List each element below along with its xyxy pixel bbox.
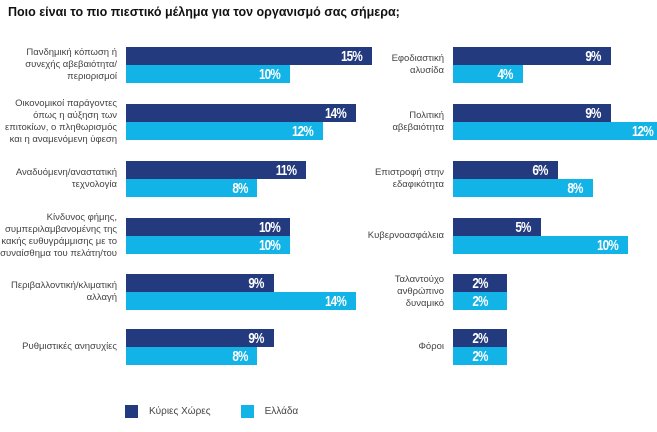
legend-swatch-greece bbox=[240, 405, 254, 418]
category-label-line: αλυσίδα bbox=[410, 65, 444, 76]
bar-value-label: 11% bbox=[275, 162, 297, 179]
bar-value-label: 10% bbox=[258, 66, 281, 83]
bar-value-label: 2% bbox=[472, 293, 488, 310]
category-label-line: Ρυθμιστικές ανησυχίες bbox=[22, 341, 117, 352]
bar-greece: 8% bbox=[126, 179, 258, 197]
bar-greece: 12% bbox=[453, 122, 657, 140]
category-label-line: όπως η αύξηση των bbox=[33, 110, 117, 121]
bar-main-countries: 5% bbox=[453, 218, 541, 236]
category-label-line: Επιστροφή στην bbox=[374, 167, 444, 178]
bar-greece: 12% bbox=[126, 122, 323, 140]
category-label-line: Αναδυόμενη/αναστατική bbox=[15, 167, 117, 178]
bar-value-label: 10% bbox=[258, 219, 281, 236]
bar-main-countries: 9% bbox=[126, 329, 274, 347]
bar-value-label: 5% bbox=[515, 219, 531, 236]
category-label: Πανδημική κόπωση ή συνεχής αβεβαιότητα/πε… bbox=[0, 47, 117, 83]
category-label-line: Εφοδιαστική bbox=[391, 53, 444, 64]
bar-value-label: 14% bbox=[324, 105, 347, 122]
category-label-line: Κίνδυνος φήμης, bbox=[46, 212, 117, 223]
bar-main-countries: 2% bbox=[453, 329, 507, 347]
bar-main-countries: 9% bbox=[453, 104, 611, 122]
legend-swatch-main-countries bbox=[125, 405, 138, 418]
category-label: Πολιτική αβεβαιότητα bbox=[304, 110, 444, 134]
bar-main-countries: 2% bbox=[453, 274, 507, 292]
bar-value-label: 10% bbox=[596, 237, 619, 254]
category-label: Ταλαντούχο ανθρώπινο δυναμικό bbox=[304, 274, 444, 310]
bar-value-label: 2% bbox=[472, 348, 488, 365]
bar-value-label: 4% bbox=[497, 66, 514, 83]
legend-label-main-countries: Κύριες Χώρες bbox=[149, 406, 211, 417]
legend-item-main-countries: Κύριες Χώρες bbox=[125, 405, 211, 418]
bar-value-label: 9% bbox=[248, 275, 264, 292]
category-label-line: Οικονομικοί παράγοντες bbox=[15, 98, 117, 109]
category-label: Περιβαλλοντική/κλιματική αλλαγή bbox=[0, 280, 117, 304]
bar-value-label: 2% bbox=[472, 330, 488, 347]
legend: Κύριες Χώρες Ελλάδα bbox=[125, 405, 328, 418]
category-label-line: εδαφικότητα bbox=[392, 179, 444, 190]
category-label: Φόροι bbox=[304, 341, 444, 353]
category-label-line: επιτοκίων, ο πληθωρισμός bbox=[4, 122, 117, 133]
category-label-line: τεχνολογία bbox=[71, 179, 117, 190]
category-label-line: δυναμικό bbox=[405, 298, 444, 309]
bar-greece: 14% bbox=[126, 292, 356, 310]
category-label-line: Κυβερνοασφάλεια bbox=[367, 230, 444, 241]
category-label: Ρυθμιστικές ανησυχίες bbox=[0, 341, 117, 353]
category-label-line: κακής ευθυγράμμισης με το bbox=[1, 236, 117, 247]
chart-title: Ποιο είναι το πιο πιεστικό μέλημα για το… bbox=[8, 5, 400, 19]
category-label: Οικονομικοί παράγοντες όπως η αύξηση των ε… bbox=[0, 98, 117, 146]
bar-main-countries: 15% bbox=[126, 47, 372, 65]
category-label-line: περιορισμοί bbox=[67, 71, 117, 82]
category-label-line: Πολιτική bbox=[409, 110, 444, 121]
bar-greece: 2% bbox=[453, 347, 507, 365]
category-label-line: συναίσθημα του πελάτη/του bbox=[0, 248, 117, 259]
category-label: Αναδυόμενη/αναστατική τεχνολογία bbox=[0, 167, 117, 191]
category-label: Κυβερνοασφάλεια bbox=[304, 230, 444, 242]
bar-value-label: 6% bbox=[532, 162, 549, 179]
bar-greece: 10% bbox=[126, 65, 290, 83]
bar-greece: 10% bbox=[453, 236, 628, 254]
bar-main-countries: 14% bbox=[126, 104, 356, 122]
bar-main-countries: 9% bbox=[126, 274, 274, 292]
legend-label-greece: Ελλάδα bbox=[264, 406, 299, 417]
category-label-line: αλλαγή bbox=[86, 292, 117, 303]
bar-value-label: 8% bbox=[231, 348, 248, 365]
category-label: Επιστροφή στην εδαφικότητα bbox=[304, 167, 444, 191]
category-label-line: και η αναμενόμενη ύφεση bbox=[9, 134, 117, 145]
bar-value-label: 8% bbox=[231, 180, 248, 197]
bar-value-label: 10% bbox=[258, 237, 281, 254]
bar-value-label: 12% bbox=[631, 123, 654, 140]
category-label-line: Περιβαλλοντική/κλιματική bbox=[11, 280, 117, 291]
bar-greece: 2% bbox=[453, 292, 507, 310]
category-label-line: ανθρώπινο bbox=[397, 286, 444, 297]
bar-value-label: 9% bbox=[248, 330, 264, 347]
category-label-line: συμπεριλαμβανομένης της bbox=[5, 224, 117, 235]
bar-main-countries: 9% bbox=[453, 47, 611, 65]
category-label-line: Ταλαντούχο bbox=[394, 274, 444, 285]
category-label: Κίνδυνος φήμης, συμπεριλαμβανομένης της κα… bbox=[0, 212, 117, 260]
legend-item-greece: Ελλάδα bbox=[240, 405, 299, 418]
category-label-line: συνεχής αβεβαιότητα/ bbox=[25, 59, 117, 70]
bar-main-countries: 11% bbox=[126, 161, 307, 179]
bar-value-label: 14% bbox=[324, 293, 347, 310]
category-label-line: Φόροι bbox=[418, 341, 444, 352]
category-label: Εφοδιαστική αλυσίδα bbox=[304, 53, 444, 77]
category-label-line: Πανδημική κόπωση ή bbox=[26, 47, 117, 58]
bar-greece: 4% bbox=[453, 65, 523, 83]
bar-greece: 8% bbox=[453, 179, 593, 197]
bar-value-label: 8% bbox=[567, 180, 584, 197]
bar-main-countries: 10% bbox=[126, 218, 290, 236]
bar-value-label: 15% bbox=[340, 48, 363, 65]
bar-value-label: 9% bbox=[585, 105, 601, 122]
bar-greece: 10% bbox=[126, 236, 290, 254]
bar-value-label: 12% bbox=[291, 123, 314, 140]
category-label-line: αβεβαιότητα bbox=[392, 122, 444, 133]
bar-main-countries: 6% bbox=[453, 161, 558, 179]
bar-greece: 8% bbox=[126, 347, 258, 365]
bar-value-label: 2% bbox=[472, 275, 488, 292]
bar-value-label: 9% bbox=[585, 48, 601, 65]
